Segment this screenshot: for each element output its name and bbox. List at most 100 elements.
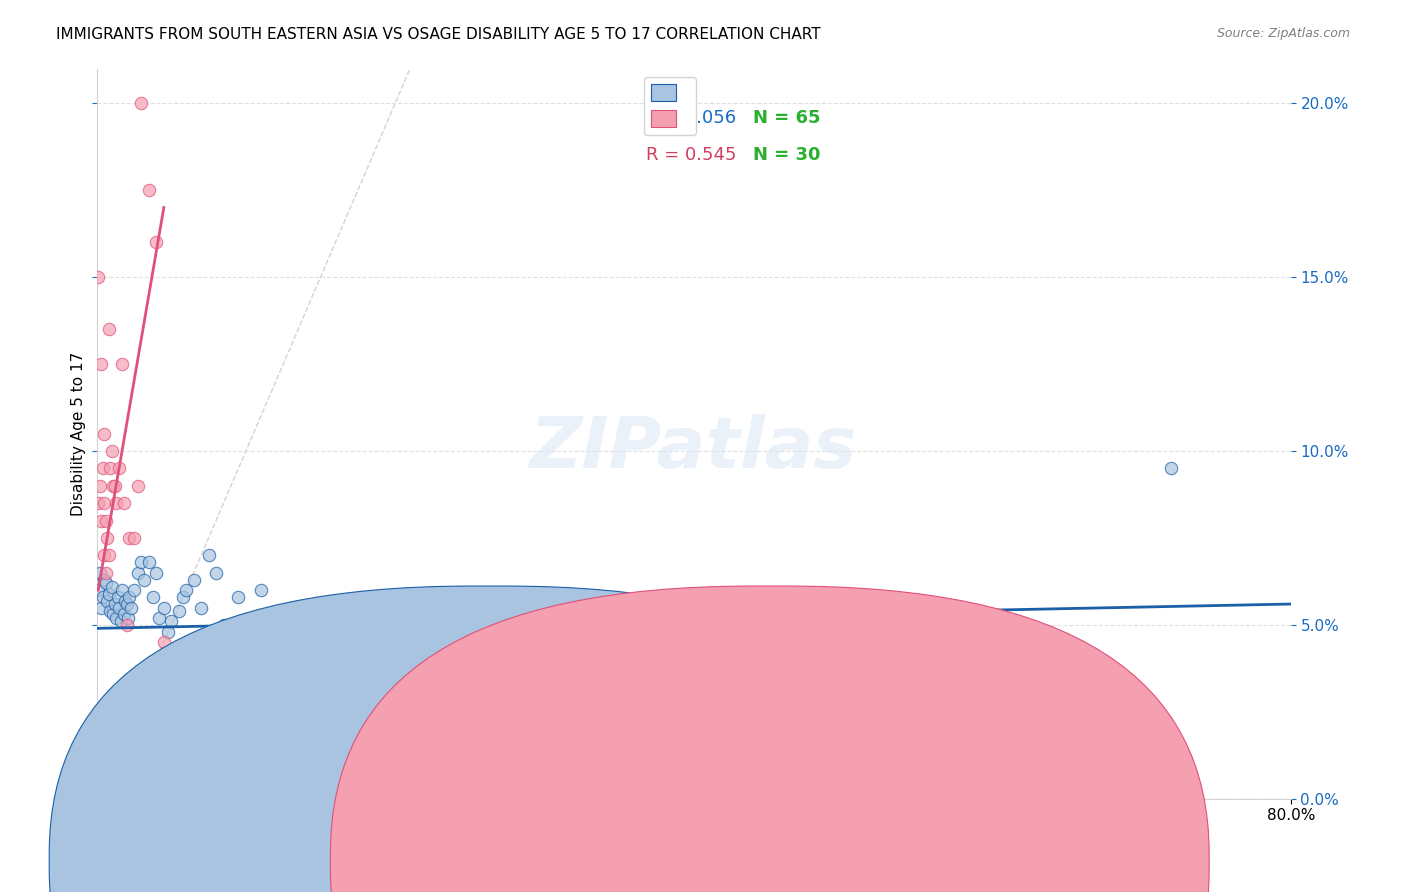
Point	[110, 615, 132, 629]
Point	[145, 235, 167, 250]
Point	[212, 618, 235, 632]
Text: N = 30: N = 30	[754, 145, 821, 164]
Point	[264, 646, 287, 660]
Point	[91, 461, 114, 475]
Point	[339, 659, 361, 673]
Point	[131, 96, 153, 111]
Point	[197, 549, 219, 563]
Point	[122, 531, 145, 545]
Point	[103, 479, 125, 493]
Point	[100, 580, 122, 594]
Point	[87, 496, 110, 510]
Point	[115, 618, 138, 632]
Point	[153, 600, 176, 615]
Point	[108, 461, 131, 475]
Point	[103, 597, 125, 611]
Point	[90, 600, 112, 615]
Point	[183, 573, 205, 587]
Point	[219, 635, 242, 649]
Point	[107, 590, 129, 604]
Point	[93, 549, 115, 563]
Point	[294, 624, 316, 639]
Point	[98, 461, 121, 475]
Point	[399, 646, 422, 660]
Point	[89, 479, 111, 493]
Point	[167, 604, 190, 618]
Point	[1160, 461, 1182, 475]
Point	[111, 583, 134, 598]
Point	[90, 514, 112, 528]
Point	[101, 479, 124, 493]
Point	[533, 611, 555, 625]
Point	[127, 566, 149, 580]
Point	[153, 635, 176, 649]
Text: Source: ZipAtlas.com: Source: ZipAtlas.com	[1216, 27, 1350, 40]
Point	[111, 357, 134, 371]
Point	[93, 573, 115, 587]
Point	[112, 607, 135, 622]
Point	[174, 583, 197, 598]
Point	[138, 555, 160, 569]
Point	[97, 586, 120, 600]
Point	[157, 624, 180, 639]
Point	[122, 583, 145, 598]
Point	[101, 607, 124, 622]
Text: R = 0.056: R = 0.056	[645, 110, 737, 128]
Text: N = 65: N = 65	[754, 110, 821, 128]
Point	[242, 624, 264, 639]
Point	[105, 611, 128, 625]
Text: R = 0.545: R = 0.545	[645, 145, 737, 164]
Point	[172, 590, 194, 604]
Text: ZIPatlas: ZIPatlas	[530, 414, 858, 483]
Point	[228, 590, 250, 604]
Point	[309, 611, 332, 625]
Point	[325, 635, 347, 649]
Text: Immigrants from South Eastern Asia: Immigrants from South Eastern Asia	[451, 841, 730, 856]
Y-axis label: Disability Age 5 to 17: Disability Age 5 to 17	[72, 351, 86, 516]
Point	[981, 611, 1004, 625]
Point	[90, 357, 112, 371]
Point	[142, 590, 165, 604]
Point	[120, 600, 142, 615]
Point	[91, 590, 114, 604]
Point	[105, 496, 128, 510]
Point	[98, 604, 121, 618]
Point	[444, 670, 467, 684]
Point	[96, 531, 118, 545]
Point	[131, 555, 153, 569]
Point	[112, 496, 135, 510]
Point	[115, 597, 138, 611]
Point	[94, 576, 117, 591]
Point	[503, 670, 526, 684]
Point	[114, 593, 136, 607]
Point	[87, 270, 110, 285]
Point	[160, 615, 183, 629]
Point	[94, 514, 117, 528]
Point	[250, 583, 273, 598]
Point	[354, 688, 377, 702]
Point	[205, 566, 228, 580]
Point	[118, 590, 141, 604]
Point	[235, 618, 257, 632]
Point	[474, 607, 496, 622]
Point	[87, 583, 110, 598]
Point	[145, 566, 167, 580]
Point	[652, 611, 675, 625]
Point	[127, 479, 149, 493]
Point	[100, 444, 122, 458]
Point	[93, 496, 115, 510]
Point	[190, 600, 212, 615]
Point	[93, 426, 115, 441]
Point	[384, 590, 406, 604]
Point	[134, 573, 156, 587]
Point	[89, 566, 111, 580]
Text: IMMIGRANTS FROM SOUTH EASTERN ASIA VS OSAGE DISABILITY AGE 5 TO 17 CORRELATION C: IMMIGRANTS FROM SOUTH EASTERN ASIA VS OS…	[56, 27, 821, 42]
Point	[94, 566, 117, 580]
Point	[138, 183, 160, 197]
Point	[96, 593, 118, 607]
Legend: , : ,	[644, 77, 696, 135]
Point	[413, 624, 436, 639]
Text: Osage: Osage	[792, 841, 839, 856]
Point	[97, 322, 120, 336]
Point	[756, 611, 779, 625]
